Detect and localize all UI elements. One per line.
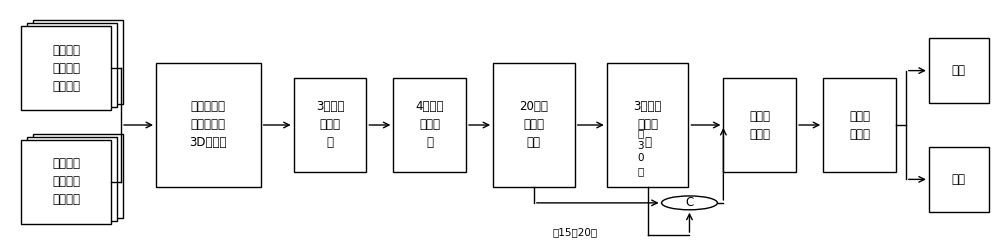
FancyBboxPatch shape bbox=[21, 140, 111, 224]
Text: 第15、20层: 第15、20层 bbox=[552, 227, 597, 237]
Text: 良性: 良性 bbox=[952, 64, 966, 77]
Text: 4个双通
道连接
块: 4个双通 道连接 块 bbox=[415, 100, 444, 150]
Text: C: C bbox=[685, 196, 694, 209]
Text: 采用深层可
分离卷积的
3D卷积块: 采用深层可 分离卷积的 3D卷积块 bbox=[190, 100, 227, 150]
FancyBboxPatch shape bbox=[27, 137, 117, 221]
Text: 3个双通
道连接
块: 3个双通 道连接 块 bbox=[316, 100, 344, 150]
FancyBboxPatch shape bbox=[823, 78, 896, 172]
Text: 恶性: 恶性 bbox=[952, 173, 966, 186]
Text: 第
3
0
层: 第 3 0 层 bbox=[637, 128, 644, 176]
Text: 二元逻
辑回归: 二元逻 辑回归 bbox=[849, 110, 870, 140]
FancyBboxPatch shape bbox=[493, 63, 575, 187]
Text: 三维平
均池化: 三维平 均池化 bbox=[749, 110, 770, 140]
FancyBboxPatch shape bbox=[21, 26, 111, 110]
Text: 检测标注
的肺结节
图像序列: 检测标注 的肺结节 图像序列 bbox=[52, 44, 80, 93]
Text: 原始标注
的肺结节
图像序列: 原始标注 的肺结节 图像序列 bbox=[52, 157, 80, 206]
FancyBboxPatch shape bbox=[156, 63, 261, 187]
FancyBboxPatch shape bbox=[294, 78, 366, 172]
FancyBboxPatch shape bbox=[27, 23, 117, 107]
FancyBboxPatch shape bbox=[393, 78, 466, 172]
FancyBboxPatch shape bbox=[33, 20, 123, 104]
Text: 20个双
通道连
接块: 20个双 通道连 接块 bbox=[519, 100, 548, 150]
Text: 3个双通
道连接
块: 3个双通 道连接 块 bbox=[633, 100, 662, 150]
Circle shape bbox=[662, 196, 717, 210]
FancyBboxPatch shape bbox=[929, 147, 989, 212]
FancyBboxPatch shape bbox=[607, 63, 688, 187]
FancyBboxPatch shape bbox=[33, 134, 123, 218]
FancyBboxPatch shape bbox=[723, 78, 796, 172]
FancyBboxPatch shape bbox=[929, 38, 989, 103]
